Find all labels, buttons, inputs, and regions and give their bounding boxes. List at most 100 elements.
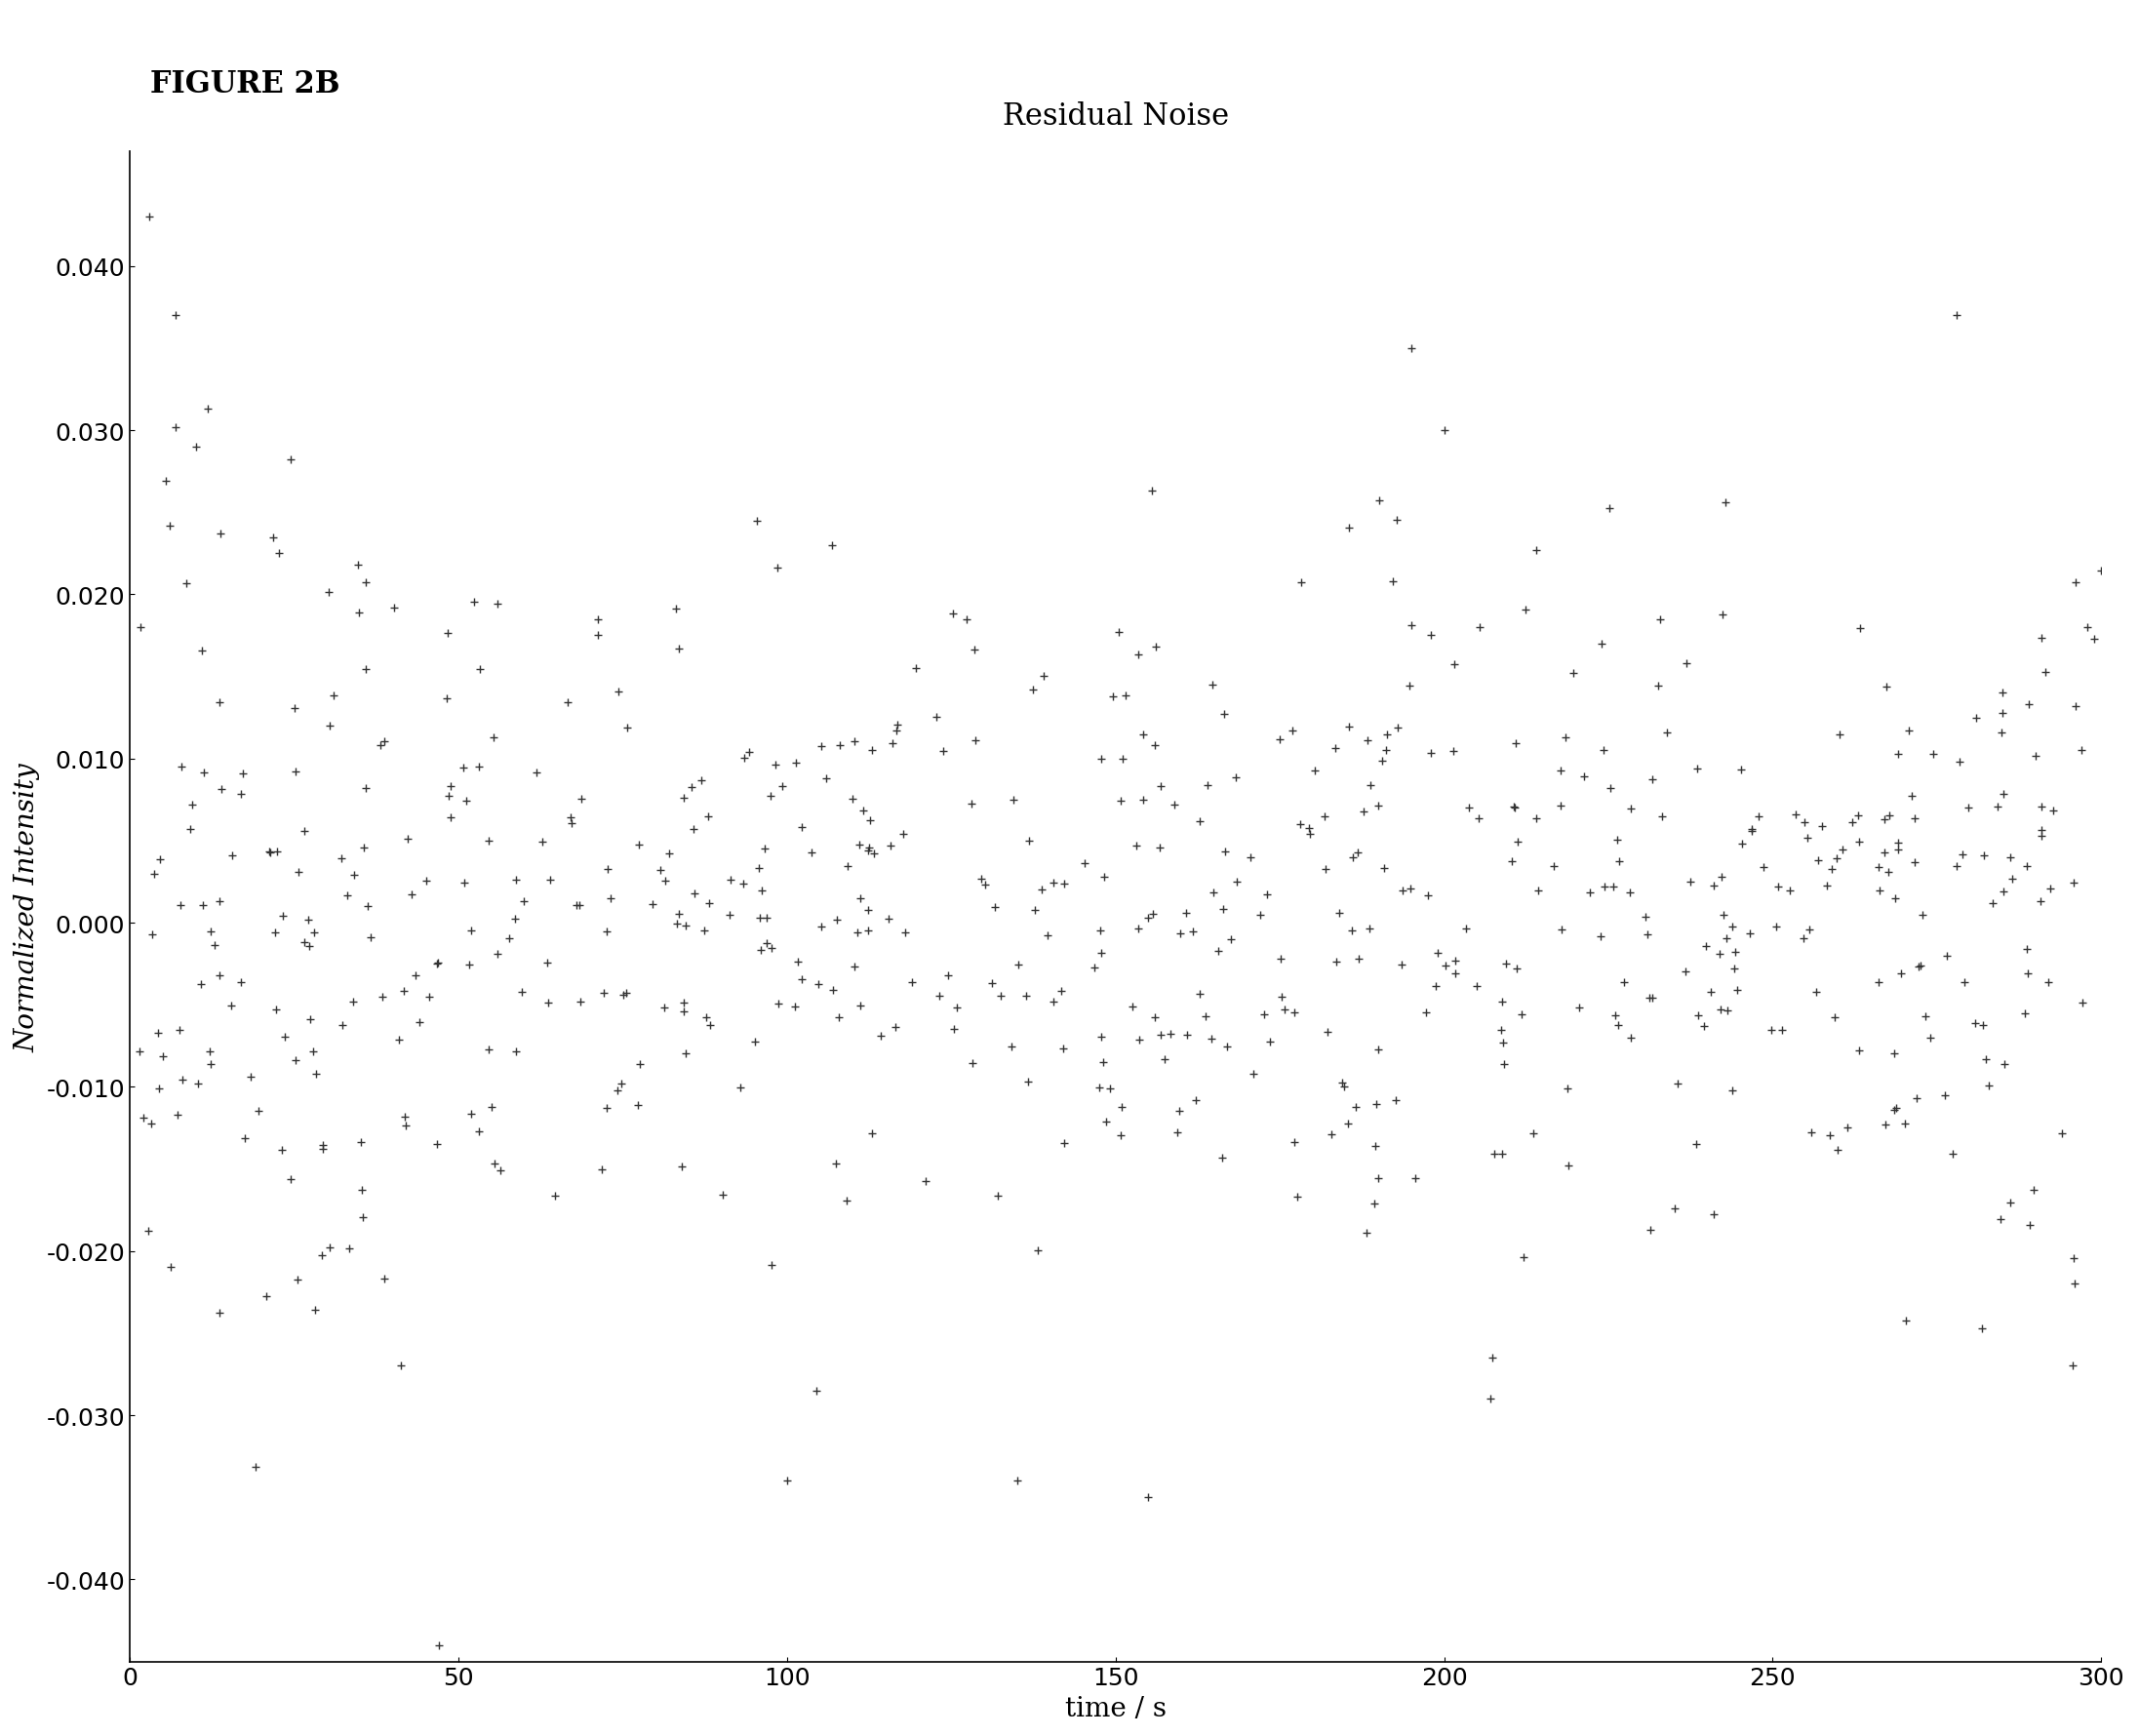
Point <box>1912 1024 1946 1052</box>
Point <box>1643 606 1677 634</box>
Point <box>2083 557 2118 585</box>
Point <box>770 1467 804 1495</box>
Point <box>1121 641 1155 668</box>
Point <box>809 766 843 793</box>
Point <box>1463 615 1497 642</box>
Point <box>1350 727 1384 755</box>
Point <box>1219 868 1253 896</box>
Point <box>387 1102 421 1130</box>
Point <box>259 838 293 866</box>
Point <box>214 842 248 870</box>
Point <box>1591 495 1626 523</box>
Point <box>1660 1069 1694 1097</box>
Point <box>1318 734 1352 762</box>
Point <box>126 1104 160 1132</box>
Point <box>419 950 453 977</box>
Point <box>1594 774 1628 802</box>
Point <box>1412 882 1446 910</box>
Point <box>133 203 167 231</box>
Point <box>413 984 447 1012</box>
Point <box>152 512 186 540</box>
Point <box>590 1094 625 1121</box>
Point <box>1474 1385 1508 1413</box>
Point <box>969 871 1003 899</box>
Point <box>462 1118 496 1146</box>
Point <box>421 1130 456 1158</box>
Point <box>1127 786 1161 814</box>
Point <box>1275 717 1309 745</box>
Point <box>605 981 640 1009</box>
Point <box>1313 1121 1348 1149</box>
Point <box>1104 786 1138 814</box>
Point <box>1778 800 1812 828</box>
Point <box>749 904 783 932</box>
Point <box>306 1132 340 1160</box>
Point <box>1114 993 1149 1021</box>
Point <box>1474 1344 1508 1371</box>
Point <box>353 924 387 951</box>
Point <box>462 656 496 684</box>
Point <box>173 816 207 844</box>
Point <box>366 727 400 755</box>
Point <box>1703 941 1737 969</box>
Point <box>505 979 539 1007</box>
Point <box>1867 806 1902 833</box>
Point <box>430 620 464 648</box>
Point <box>1153 1021 1187 1049</box>
Point <box>1335 917 1369 944</box>
Point <box>995 1033 1029 1061</box>
Point <box>135 1111 169 1139</box>
Point <box>1902 953 1936 981</box>
Point <box>1733 920 1767 948</box>
Point <box>652 840 687 868</box>
Point <box>1974 889 2009 917</box>
Point <box>304 1241 338 1269</box>
Point <box>954 790 988 818</box>
Point <box>1084 939 1119 967</box>
Point <box>888 918 922 946</box>
Point <box>1649 719 1683 746</box>
Point <box>1587 873 1621 901</box>
Point <box>1906 901 1940 929</box>
Point <box>1519 804 1553 832</box>
Point <box>779 993 813 1021</box>
Point <box>124 613 158 641</box>
Point <box>980 1182 1014 1210</box>
Point <box>1519 536 1553 564</box>
Point <box>1878 885 1912 913</box>
Point <box>1735 816 1769 844</box>
Point <box>1382 713 1416 741</box>
Point <box>336 988 370 1016</box>
Point <box>851 896 886 924</box>
Point <box>691 804 725 832</box>
Point <box>1136 899 1170 927</box>
Point <box>351 892 385 920</box>
Point <box>843 832 877 859</box>
Point <box>396 880 430 908</box>
Point <box>344 1128 379 1156</box>
Point <box>1196 672 1230 700</box>
Point <box>1968 1045 2002 1073</box>
Point <box>387 977 421 1005</box>
Point <box>203 1299 237 1326</box>
Point <box>830 852 864 880</box>
Point <box>620 1092 655 1120</box>
Point <box>1399 1165 1433 1193</box>
Point <box>1634 766 1668 793</box>
Point <box>1946 969 1981 996</box>
Point <box>1142 773 1176 800</box>
Point <box>584 1156 618 1184</box>
Point <box>956 635 990 663</box>
Point <box>1786 925 1820 953</box>
Point <box>1119 832 1153 859</box>
Text: FIGURE 2B: FIGURE 2B <box>150 69 340 99</box>
Point <box>1414 621 1448 649</box>
Point <box>143 845 178 873</box>
Point <box>1183 807 1217 835</box>
Point <box>242 1097 276 1125</box>
Point <box>1395 335 1429 363</box>
Point <box>1429 951 1463 979</box>
Point <box>430 686 464 713</box>
Point <box>2056 870 2090 898</box>
Point <box>445 753 479 781</box>
